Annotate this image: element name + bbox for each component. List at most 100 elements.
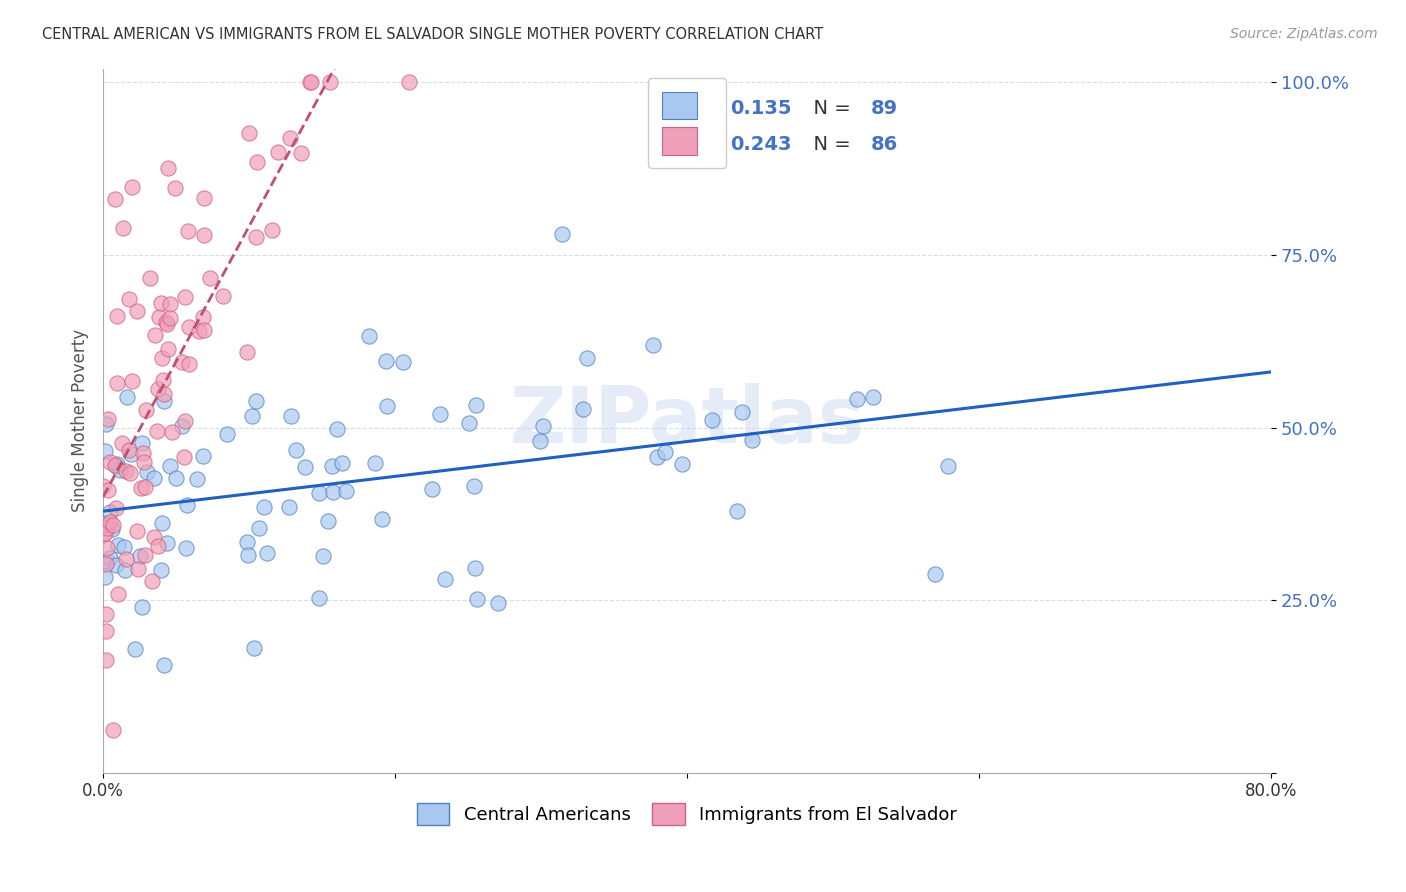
Point — [420, 483, 443, 497]
Point — [114, 563, 136, 577]
Text: R =: R = — [666, 98, 709, 118]
Point — [105, 309, 128, 323]
Point — [392, 355, 415, 369]
Point — [112, 220, 135, 235]
Point — [134, 455, 156, 469]
Point — [94, 607, 117, 622]
Text: R =: R = — [666, 136, 709, 154]
Point — [280, 409, 302, 423]
Point — [377, 400, 399, 414]
Point — [124, 641, 146, 656]
Point — [159, 297, 181, 311]
Point — [98, 516, 121, 530]
Point — [188, 324, 211, 338]
Point — [146, 424, 169, 438]
Point — [193, 228, 215, 243]
Point — [155, 315, 177, 329]
Point — [298, 75, 321, 89]
Point — [247, 521, 270, 535]
Point — [700, 413, 723, 427]
Point — [240, 409, 263, 423]
Point — [262, 223, 284, 237]
Point — [118, 292, 141, 306]
Point — [321, 458, 343, 473]
Point — [125, 303, 148, 318]
Text: CENTRAL AMERICAN VS IMMIGRANTS FROM EL SALVADOR SINGLE MOTHER POVERTY CORRELATIO: CENTRAL AMERICAN VS IMMIGRANTS FROM EL S… — [42, 27, 824, 42]
Point — [96, 411, 118, 425]
Point — [159, 459, 181, 474]
Point — [149, 563, 172, 577]
Point — [179, 357, 201, 371]
Point — [121, 374, 143, 388]
Point — [529, 434, 551, 448]
Point — [572, 401, 595, 416]
Point — [103, 192, 125, 206]
Point — [134, 403, 156, 417]
Point — [725, 504, 748, 518]
Point — [150, 516, 173, 530]
Point — [134, 480, 156, 494]
Point — [121, 179, 143, 194]
Point — [98, 551, 121, 566]
Point — [105, 500, 128, 515]
Point — [371, 512, 394, 526]
Point — [163, 181, 186, 195]
Point — [465, 592, 488, 607]
Point — [278, 130, 301, 145]
Point — [129, 481, 152, 495]
Point — [127, 524, 149, 538]
Point — [91, 527, 114, 541]
Text: 0.135: 0.135 — [731, 98, 792, 118]
Point — [150, 296, 173, 310]
Point — [236, 535, 259, 549]
Text: N =: N = — [800, 136, 856, 154]
Point — [94, 417, 117, 432]
Point — [319, 75, 342, 89]
Point — [94, 653, 117, 667]
Point — [284, 442, 307, 457]
Point — [357, 328, 380, 343]
Text: Source: ZipAtlas.com: Source: ZipAtlas.com — [1230, 27, 1378, 41]
Point — [256, 546, 278, 560]
Point — [131, 600, 153, 615]
Point — [741, 433, 763, 447]
Point — [486, 596, 509, 610]
Point — [98, 505, 121, 519]
Text: ZIPatlas: ZIPatlas — [509, 383, 865, 458]
Point — [156, 535, 179, 549]
Point — [246, 155, 269, 169]
Point — [150, 351, 173, 365]
Point — [299, 75, 322, 89]
Point — [176, 498, 198, 512]
Point — [173, 450, 195, 464]
Point — [429, 407, 451, 421]
Point — [136, 465, 159, 479]
Point — [238, 126, 260, 140]
Point — [143, 530, 166, 544]
Point — [198, 270, 221, 285]
Point — [364, 456, 387, 470]
Point — [104, 458, 127, 473]
Point — [245, 393, 267, 408]
Point — [267, 145, 290, 160]
Point — [128, 549, 150, 564]
Point — [193, 191, 215, 205]
Point — [118, 443, 141, 458]
Point — [159, 311, 181, 326]
Point — [645, 450, 668, 465]
Point — [153, 657, 176, 672]
Point — [153, 387, 176, 401]
Point — [96, 624, 118, 638]
Point — [142, 471, 165, 485]
Point — [141, 574, 163, 589]
Point — [121, 447, 143, 461]
Point — [308, 485, 330, 500]
Point — [148, 310, 170, 325]
Point — [115, 390, 138, 404]
Point — [101, 518, 124, 533]
Point — [98, 455, 121, 469]
Point — [290, 146, 312, 161]
Point — [94, 526, 117, 541]
Point — [654, 445, 676, 459]
Point — [174, 414, 197, 428]
